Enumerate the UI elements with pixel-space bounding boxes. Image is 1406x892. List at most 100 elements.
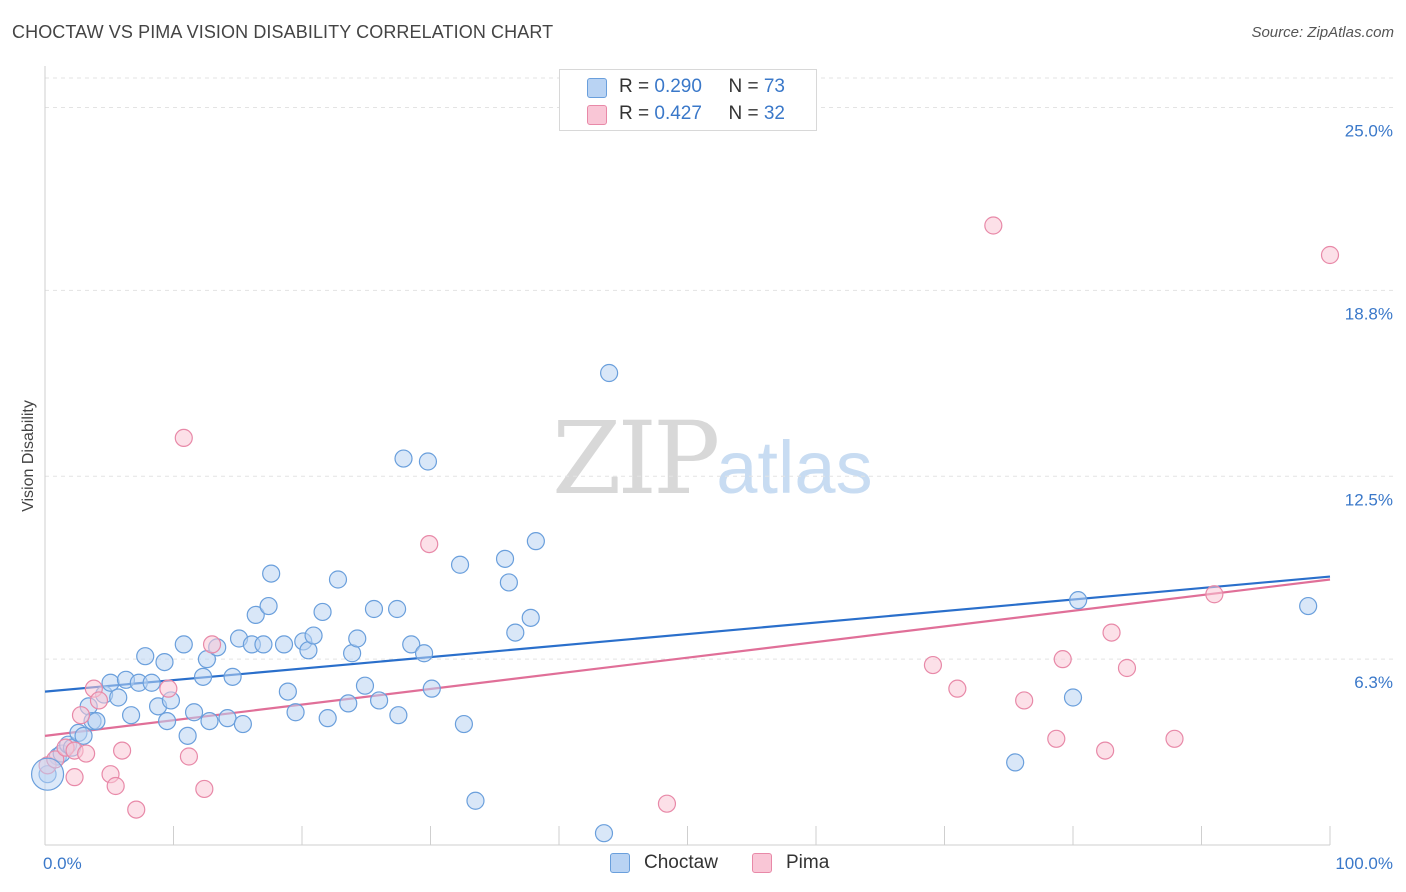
point-choctaw [499, 573, 518, 592]
point-choctaw [364, 599, 384, 619]
point-choctaw [355, 676, 375, 695]
point-pima [174, 428, 193, 447]
grid-lines [45, 77, 1395, 660]
point-pima [106, 776, 125, 796]
y-tick-label: 18.8% [1345, 304, 1393, 323]
point-choctaw [454, 714, 474, 734]
legend-r-value: 0.427 [654, 103, 702, 124]
trend-lines [44, 575, 1331, 737]
point-pima [420, 534, 439, 554]
point-choctaw [418, 452, 438, 471]
bottom-legend-label-choctaw: Choctaw [644, 852, 718, 873]
point-pima [1320, 245, 1340, 265]
watermark: ZIPatlas [552, 400, 873, 517]
point-choctaw [109, 688, 128, 707]
trend-line-choctaw [44, 575, 1331, 693]
legend-r-label: R = [619, 103, 655, 124]
point-choctaw [74, 726, 93, 745]
point-choctaw [506, 623, 525, 642]
point-pima [77, 744, 96, 763]
tick-labels: 6.3% 12.5% 18.8% 25.0% 0.0% 100.0% [43, 122, 1393, 874]
point-choctaw [286, 703, 305, 722]
point-pima [71, 706, 91, 725]
legend-swatch-pima [587, 105, 607, 125]
point-pima [1015, 691, 1034, 710]
bottom-legend-swatch-pima [752, 853, 772, 873]
point-choctaw [600, 363, 619, 383]
point-choctaw [259, 596, 278, 616]
point-pima [195, 779, 214, 799]
watermark-zip: ZIP [552, 400, 720, 517]
point-pima [1117, 658, 1137, 678]
point-choctaw [218, 709, 237, 728]
legend-n-value: 32 [763, 103, 785, 124]
bottom-legend-label-pima: Pima [786, 852, 830, 873]
point-choctaw [394, 449, 413, 468]
point-choctaw [594, 824, 614, 843]
point-pima [89, 691, 109, 710]
y-tick-label: 25.0% [1345, 122, 1393, 141]
legend-r-label: R = [619, 76, 655, 97]
data-points [30, 216, 1340, 843]
axes [44, 66, 1331, 846]
point-choctaw [1299, 596, 1318, 616]
point-pima [923, 655, 943, 675]
point-choctaw [254, 635, 273, 654]
point-choctaw [174, 635, 193, 654]
x-tick-label: 0.0% [43, 854, 82, 873]
point-choctaw [278, 682, 297, 701]
source-label: Source: ZipAtlas.com [1251, 24, 1394, 41]
point-choctaw [193, 667, 213, 686]
bottom-legend-swatch-choctaw [610, 853, 630, 873]
point-pima [984, 216, 1003, 235]
point-choctaw [200, 711, 219, 731]
y-tick-label: 6.3% [1354, 673, 1393, 692]
y-tick-label: 12.5% [1345, 490, 1393, 509]
point-pima [657, 794, 677, 813]
point-pima [948, 679, 967, 698]
legend-n-label: N = [728, 76, 764, 97]
point-pima [1205, 585, 1224, 604]
correlation-legend: R = 0.290 N = 73 R = 0.427 N = 32 [559, 69, 817, 131]
legend-r-value: 0.290 [654, 76, 702, 97]
point-choctaw [387, 599, 407, 619]
point-choctaw [339, 694, 358, 713]
point-choctaw [1006, 753, 1025, 772]
point-pima [1102, 623, 1121, 642]
point-choctaw [262, 564, 281, 583]
point-choctaw [223, 667, 242, 686]
x-tick-label: 100.0% [1335, 854, 1393, 873]
point-pima [1165, 729, 1184, 748]
point-pima [179, 747, 199, 766]
point-choctaw [348, 629, 367, 648]
watermark-atlas: atlas [716, 426, 873, 509]
y-axis-title: Vision Disability [20, 400, 37, 512]
point-choctaw [157, 711, 177, 731]
point-pima [159, 679, 178, 698]
point-pima [1096, 741, 1115, 760]
point-choctaw [313, 602, 332, 622]
point-pima [202, 635, 222, 654]
point-pima [1053, 650, 1072, 669]
point-choctaw [389, 706, 408, 725]
chart-title: CHOCTAW VS PIMA VISION DISABILITY CORREL… [12, 22, 554, 42]
point-choctaw [402, 635, 421, 654]
legend-n-label: N = [728, 103, 764, 124]
point-choctaw [178, 726, 197, 745]
legend-swatch-choctaw [587, 78, 607, 98]
point-choctaw [370, 691, 389, 710]
point-pima [65, 768, 84, 787]
point-choctaw [526, 532, 545, 551]
point-choctaw [155, 652, 174, 672]
point-choctaw [121, 706, 141, 725]
point-choctaw [304, 626, 323, 645]
point-choctaw [521, 608, 540, 627]
point-choctaw [450, 555, 470, 574]
point-choctaw [422, 679, 441, 698]
point-choctaw [318, 709, 337, 728]
point-choctaw [136, 647, 155, 666]
point-choctaw [1069, 591, 1088, 610]
point-pima [112, 741, 132, 760]
trend-line-pima [44, 578, 1331, 737]
